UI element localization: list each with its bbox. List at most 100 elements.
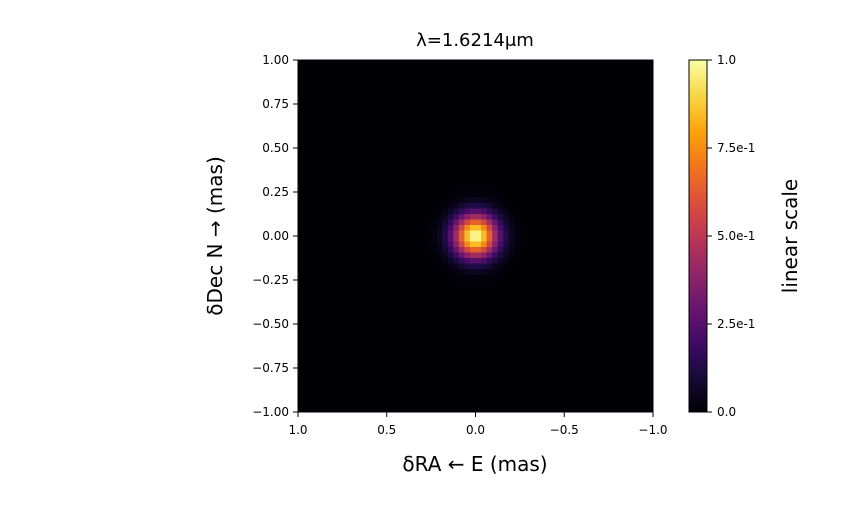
heatmap-cell [420,126,426,132]
heatmap-cell [514,401,521,407]
heatmap-cell [647,258,654,264]
heatmap-cell [414,406,421,413]
heatmap-cell [336,115,343,121]
heatmap-cell [475,362,482,369]
heatmap-cell [392,373,399,380]
heatmap-cell [569,401,576,407]
heatmap-cell [342,236,349,242]
heatmap-cell [320,98,327,105]
heatmap-cell [403,60,410,66]
heatmap-cell [386,236,393,242]
heatmap-cell [547,313,554,319]
heatmap-cell [414,368,421,374]
heatmap-cell [481,60,487,66]
heatmap-cell [298,329,304,336]
heatmap-cell [547,236,554,242]
heatmap-cell [458,82,465,88]
heatmap-cell [641,252,648,259]
heatmap-cell [519,291,526,297]
heatmap-cell [486,258,493,264]
heatmap-cell [503,357,510,363]
heatmap-cell [458,93,465,99]
heatmap-cell [336,329,343,336]
heatmap-cell [325,351,332,358]
heatmap-cell [608,93,615,99]
heatmap-cell [303,346,310,352]
heatmap-cell [486,65,493,72]
heatmap-cell [625,406,632,413]
heatmap-cell [375,340,382,347]
heatmap-cell [636,87,643,94]
heatmap-cell [603,351,610,358]
heatmap-cell [309,203,316,209]
heatmap-cell [614,247,621,253]
heatmap-cell [347,302,354,308]
heatmap-cell [553,269,560,275]
heatmap-cell [436,291,443,297]
heatmap-cell [458,170,465,176]
heatmap-cell [575,219,582,226]
heatmap-cell [408,60,415,66]
heatmap-cell [397,269,404,275]
heatmap-cell [636,362,643,369]
heatmap-cell [569,274,576,281]
heatmap-cell [630,324,637,330]
heatmap-cell [425,126,432,132]
heatmap-cell [464,307,471,314]
heatmap-cell [342,313,349,319]
heatmap-cell [603,335,610,341]
heatmap-cell [608,263,615,270]
heatmap-cell [569,115,576,121]
heatmap-cell [336,236,343,242]
heatmap-cell [420,175,426,182]
heatmap-cell [425,65,432,72]
heatmap-cell [641,170,648,176]
heatmap-cell [397,362,404,369]
heatmap-cell [569,318,576,325]
heatmap-cell [370,175,377,182]
heatmap-cell [414,401,421,407]
heatmap-cell [436,280,443,286]
heatmap-cell [508,379,515,385]
heatmap-cell [591,164,598,171]
heatmap-cell [431,104,438,110]
heatmap-cell [536,93,543,99]
heatmap-cell [403,225,410,231]
heatmap-cell [303,274,310,281]
heatmap-cell [508,65,515,72]
heatmap-cell [641,214,648,220]
heatmap-cell [336,401,343,407]
heatmap-cell [641,120,648,127]
heatmap-cell [497,357,504,363]
heatmap-cell [647,120,654,127]
heatmap-cell [586,406,593,413]
heatmap-cell [425,153,432,160]
heatmap-cell [447,406,454,413]
heatmap-cell [603,192,610,198]
heatmap-cell [603,71,610,77]
heatmap-cell [359,269,365,275]
heatmap-cell [453,82,460,88]
heatmap-cell [431,219,438,226]
heatmap-cell [381,263,388,270]
heatmap-cell [353,65,360,72]
heatmap-cell [442,142,449,149]
heatmap-cell [414,384,421,391]
heatmap-cell [514,214,521,220]
heatmap-cell [403,186,410,193]
heatmap-cell [436,313,443,319]
heatmap-cell [464,390,471,396]
heatmap-cell [359,373,365,380]
heatmap-cell [325,401,332,407]
heatmap-cell [420,104,426,110]
heatmap-cell [331,82,338,88]
heatmap-cell [303,313,310,319]
heatmap-cell [508,153,515,160]
heatmap-cell [420,142,426,149]
heatmap-cell [530,65,537,72]
heatmap-cell [475,87,482,94]
heatmap-cell [453,390,460,396]
heatmap-cell [364,170,371,176]
heatmap-cell [519,401,526,407]
heatmap-cell [530,203,537,209]
